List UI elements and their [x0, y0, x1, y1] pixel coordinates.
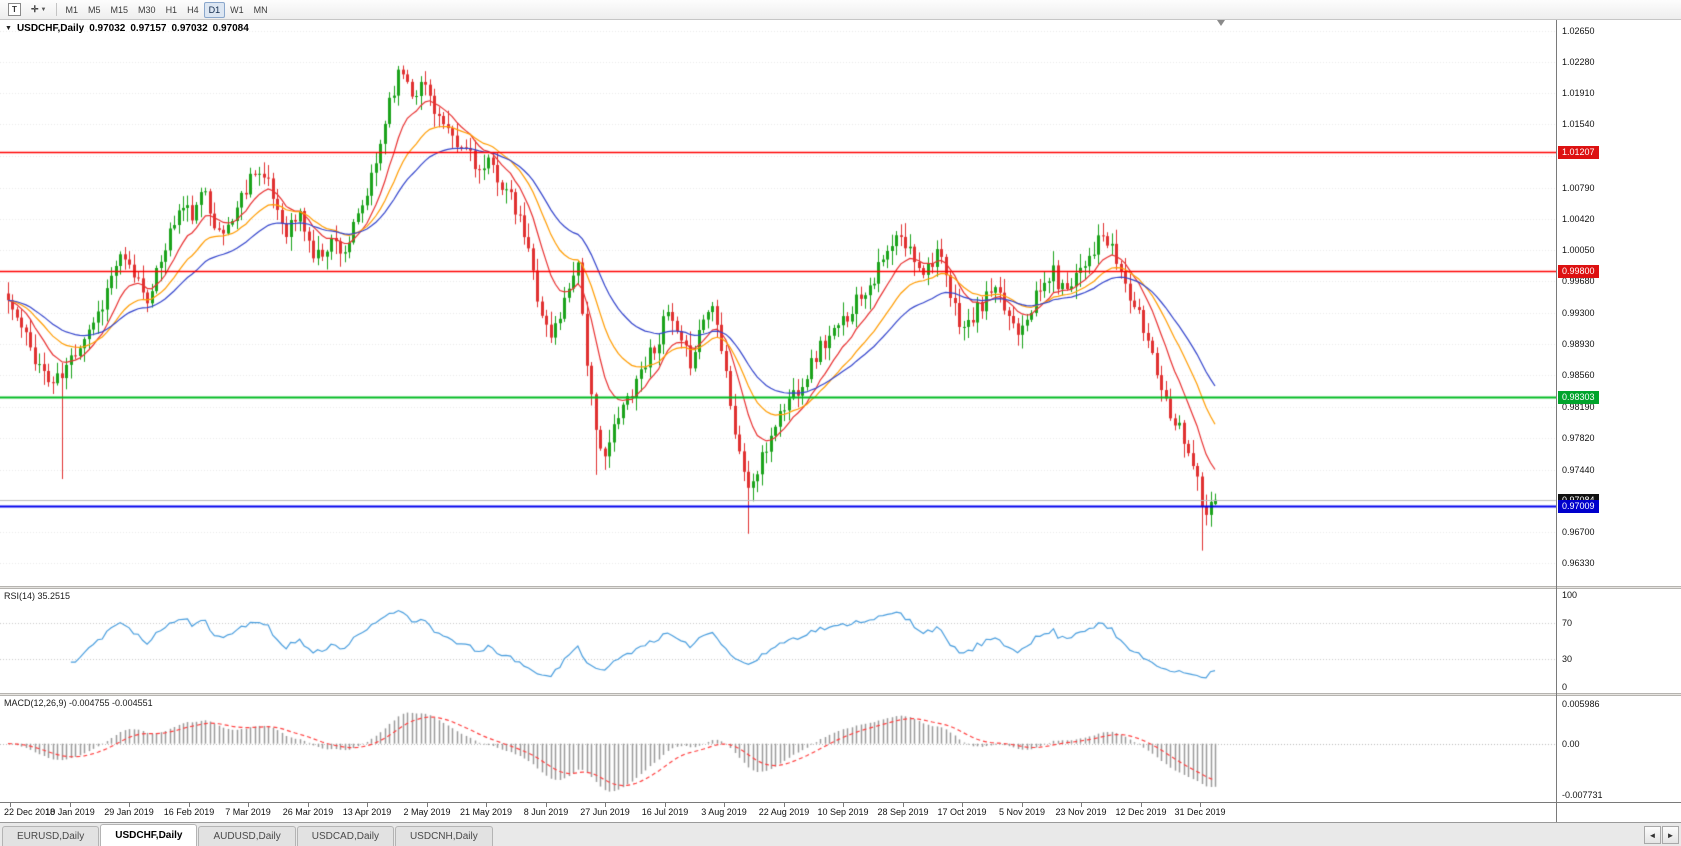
date-axis: 22 Dec 2018 10 Jan 2019 29 Jan 2019 16 Feb …: [0, 802, 1681, 822]
tab-scroll-left-button[interactable]: ◄: [1644, 826, 1661, 844]
tab-audusd-daily[interactable]: AUDUSD,Daily: [198, 826, 296, 846]
date-axis-label: 16 Feb 2019: [163, 807, 215, 817]
date-axis-tick: [1141, 803, 1142, 807]
date-axis-tick: [367, 803, 368, 807]
date-axis-label: 13 Apr 2019: [342, 807, 392, 817]
date-axis-label: 17 Oct 2019: [937, 807, 987, 817]
chart-title: ▼ USDCHF,Daily 0.97032 0.97157 0.97032 0…: [5, 23, 249, 34]
text-tool-button[interactable]: T: [3, 2, 26, 18]
date-axis-label: 5 Nov 2019: [998, 807, 1046, 817]
timeframe-group: M1 M5 M15 M30 H1 H4 D1 W1 MN: [61, 1, 273, 18]
chart-region: ▼ USDCHF,Daily 0.97032 0.97157 0.97032 0…: [0, 20, 1681, 822]
date-axis-tick: [605, 803, 606, 807]
date-axis-tick: [129, 803, 130, 807]
tab-usdchf-daily[interactable]: USDCHF,Daily: [100, 824, 198, 846]
tab-usdcnh-daily[interactable]: USDCNH,Daily: [394, 826, 493, 846]
date-axis-label: 2 May 2019: [403, 807, 451, 817]
timeframe-button-m15[interactable]: M15: [110, 4, 129, 15]
top-toolbar: T ✛ ▼ M1 M5 M15 M30 H1 H4 D1 W1 MN: [0, 0, 1681, 20]
timeframe-button-h4[interactable]: H4: [187, 4, 199, 15]
date-axis-label: 23 Nov 2019: [1055, 807, 1107, 817]
date-axis-tick: [70, 803, 71, 807]
tab-strip: EURUSD,Daily USDCHF,Daily AUDUSD,Daily USDC…: [2, 824, 494, 846]
macd-canvas[interactable]: [0, 696, 1556, 802]
crosshair-icon: ✛: [31, 4, 39, 14]
date-axis-label: 22 Aug 2019: [758, 807, 810, 817]
date-axis-label: 27 Jun 2019: [580, 807, 630, 817]
date-axis-tick: [962, 803, 963, 807]
date-axis-tick: [1081, 803, 1082, 807]
chart-tab-bar: EURUSD,Daily USDCHF,Daily AUDUSD,Daily USDC…: [0, 822, 1681, 846]
date-axis-label: 26 Mar 2019: [282, 807, 334, 817]
timeframe-button-m5[interactable]: M5: [88, 4, 101, 15]
date-axis-tick: [1200, 803, 1201, 807]
symbol-timeframe-label: USDCHF,Daily: [16, 23, 85, 34]
ohlc-high: 0.97157: [130, 23, 167, 34]
date-axis-tick: [308, 803, 309, 807]
ohlc-close: 0.97084: [212, 23, 249, 34]
date-axis-tick: [665, 803, 666, 807]
timeframe-button-m30[interactable]: M30: [138, 4, 156, 15]
rsi-panel: RSI(14) 35.2515: [0, 589, 1681, 693]
panel-splitter[interactable]: [0, 693, 1681, 696]
date-axis-label: 31 Dec 2019: [1174, 807, 1226, 817]
timeframe-button-mn[interactable]: MN: [253, 4, 268, 15]
date-axis-label: 28 Sep 2019: [877, 807, 929, 817]
ohlc-low: 0.97032: [171, 23, 208, 34]
date-axis-label: 8 Jun 2019: [523, 807, 569, 817]
toolbar-separator: [55, 3, 57, 16]
date-axis-tick: [189, 803, 190, 807]
main-chart-canvas[interactable]: [0, 20, 1556, 586]
ohlc-open: 0.97032: [89, 23, 126, 34]
date-axis-tick: [784, 803, 785, 807]
date-axis-tick: [843, 803, 844, 807]
date-axis-tick: [903, 803, 904, 807]
timeframe-button-d1[interactable]: D1: [203, 1, 226, 18]
tab-usdcad-daily[interactable]: USDCAD,Daily: [296, 826, 394, 846]
date-axis-tick: [427, 803, 428, 807]
date-axis-label: 10 Sep 2019: [817, 807, 869, 817]
date-axis-tick: [724, 803, 725, 807]
text-tool-icon: T: [8, 3, 21, 16]
date-axis-label: 16 Jul 2019: [641, 807, 689, 817]
chart-shift-marker: [1217, 20, 1225, 26]
date-axis-label: 29 Jan 2019: [104, 807, 154, 817]
date-axis-label: 21 May 2019: [459, 807, 513, 817]
date-axis-label: 7 Mar 2019: [225, 807, 271, 817]
date-axis-tick: [486, 803, 487, 807]
date-axis-label: 22 Dec 2018: [4, 807, 56, 817]
rsi-canvas[interactable]: [0, 589, 1556, 693]
date-axis-tick: [10, 803, 11, 807]
date-axis-label: 12 Dec 2019: [1115, 807, 1167, 817]
panel-splitter[interactable]: [0, 586, 1681, 589]
tab-nav: ◄ ►: [1644, 826, 1679, 844]
timeframe-button-w1[interactable]: W1: [230, 4, 244, 15]
tab-scroll-right-button[interactable]: ►: [1662, 826, 1679, 844]
date-axis-tick: [1022, 803, 1023, 807]
date-axis-tick: [546, 803, 547, 807]
symbol-dropdown-icon[interactable]: ▼: [5, 25, 12, 32]
crosshair-tool-button[interactable]: ✛ ▼: [26, 2, 52, 18]
date-axis-label: 3 Aug 2019: [701, 807, 747, 817]
timeframe-button-h1[interactable]: H1: [165, 4, 178, 15]
rsi-label: RSI(14) 35.2515: [4, 591, 71, 601]
timeframe-button-m1[interactable]: M1: [65, 4, 79, 15]
macd-label: MACD(12,26,9) -0.004755 -0.004551: [4, 698, 153, 708]
dropdown-arrow-icon: ▼: [40, 6, 47, 13]
tab-eurusd-daily[interactable]: EURUSD,Daily: [2, 826, 100, 846]
date-axis-tick: [248, 803, 249, 807]
date-axis-label: 10 Jan 2019: [45, 807, 95, 817]
macd-panel: MACD(12,26,9) -0.004755 -0.004551: [0, 696, 1681, 802]
main-chart-panel: ▼ USDCHF,Daily 0.97032 0.97157 0.97032 0…: [0, 20, 1681, 586]
